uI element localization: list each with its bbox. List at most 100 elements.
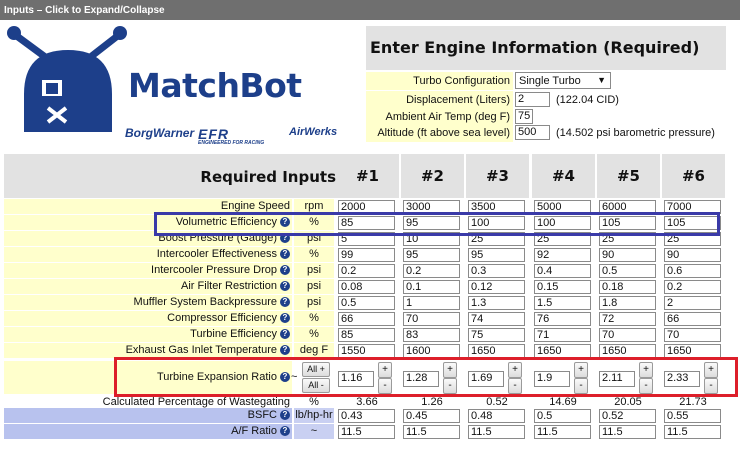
- volumetric-efficiency-input-3[interactable]: 100: [468, 216, 525, 230]
- help-icon[interactable]: ?: [280, 410, 290, 421]
- turbine-efficiency-input-3[interactable]: 75: [468, 328, 525, 342]
- turbine-efficiency-input-4[interactable]: 71: [534, 328, 591, 342]
- increment-button-4[interactable]: +: [574, 362, 588, 378]
- af-ratio-input-3[interactable]: 11.5: [468, 425, 525, 439]
- help-icon[interactable]: ?: [280, 281, 290, 292]
- bsfc-input-4[interactable]: 0.5: [534, 409, 591, 423]
- displacement-input[interactable]: 2: [515, 92, 550, 107]
- help-icon[interactable]: ?: [280, 233, 290, 244]
- altitude-input[interactable]: 500: [515, 125, 550, 140]
- exhaust-gas-inlet-temperature-input-5[interactable]: 1650: [599, 344, 656, 358]
- increment-button-3[interactable]: +: [508, 362, 522, 378]
- bsfc-input-3[interactable]: 0.48: [468, 409, 525, 423]
- exhaust-gas-inlet-temperature-input-4[interactable]: 1650: [534, 344, 591, 358]
- air-filter-restriction-input-6[interactable]: 0.2: [664, 280, 721, 294]
- bsfc-input-6[interactable]: 0.55: [664, 409, 721, 423]
- turbine-expansion-ratio-input-4[interactable]: 1.9: [534, 371, 570, 387]
- af-ratio-input-1[interactable]: 11.5: [338, 425, 395, 439]
- intercooler-effectiveness-input-1[interactable]: 99: [338, 248, 395, 262]
- help-icon[interactable]: ?: [280, 265, 290, 276]
- intercooler-effectiveness-input-3[interactable]: 95: [468, 248, 525, 262]
- air-filter-restriction-input-4[interactable]: 0.15: [534, 280, 591, 294]
- compressor-efficiency-input-5[interactable]: 72: [599, 312, 656, 326]
- compressor-efficiency-input-6[interactable]: 66: [664, 312, 721, 326]
- increment-button-5[interactable]: +: [639, 362, 653, 378]
- air-filter-restriction-input-1[interactable]: 0.08: [338, 280, 395, 294]
- increment-button-2[interactable]: +: [443, 362, 457, 378]
- help-icon[interactable]: ?: [280, 249, 290, 260]
- af-ratio-input-4[interactable]: 11.5: [534, 425, 591, 439]
- intercooler-pressure-drop-input-3[interactable]: 0.3: [468, 264, 525, 278]
- turbine-expansion-ratio-input-5[interactable]: 2.11: [599, 371, 635, 387]
- intercooler-pressure-drop-input-2[interactable]: 0.2: [403, 264, 460, 278]
- decrement-button-1[interactable]: -: [378, 378, 392, 394]
- all-plus-button[interactable]: All +: [302, 362, 330, 377]
- decrement-button-5[interactable]: -: [639, 378, 653, 394]
- intercooler-effectiveness-input-4[interactable]: 92: [534, 248, 591, 262]
- turbine-expansion-ratio-input-2[interactable]: 1.28: [403, 371, 439, 387]
- increment-button-1[interactable]: +: [378, 362, 392, 378]
- muffler-system-backpressure-input-6[interactable]: 2: [664, 296, 721, 310]
- turbine-efficiency-input-2[interactable]: 83: [403, 328, 460, 342]
- turbine-efficiency-input-5[interactable]: 70: [599, 328, 656, 342]
- air-filter-restriction-input-2[interactable]: 0.1: [403, 280, 460, 294]
- bsfc-input-5[interactable]: 0.52: [599, 409, 656, 423]
- engine-speed-input-2[interactable]: 3000: [403, 200, 460, 214]
- compressor-efficiency-input-4[interactable]: 76: [534, 312, 591, 326]
- af-ratio-input-6[interactable]: 11.5: [664, 425, 721, 439]
- help-icon[interactable]: ?: [280, 313, 290, 324]
- help-icon[interactable]: ?: [280, 426, 290, 437]
- compressor-efficiency-input-3[interactable]: 74: [468, 312, 525, 326]
- af-ratio-input-2[interactable]: 11.5: [403, 425, 460, 439]
- muffler-system-backpressure-input-3[interactable]: 1.3: [468, 296, 525, 310]
- turbine-efficiency-input-1[interactable]: 85: [338, 328, 395, 342]
- turbine-efficiency-input-6[interactable]: 70: [664, 328, 721, 342]
- turbine-expansion-ratio-input-1[interactable]: 1.16: [338, 371, 374, 387]
- muffler-system-backpressure-input-4[interactable]: 1.5: [534, 296, 591, 310]
- bsfc-input-2[interactable]: 0.45: [403, 409, 460, 423]
- increment-button-6[interactable]: +: [704, 362, 718, 378]
- exhaust-gas-inlet-temperature-input-3[interactable]: 1650: [468, 344, 525, 358]
- volumetric-efficiency-input-4[interactable]: 100: [534, 216, 591, 230]
- help-icon[interactable]: ?: [280, 345, 290, 356]
- help-icon[interactable]: ?: [280, 297, 290, 308]
- af-ratio-input-5[interactable]: 11.5: [599, 425, 656, 439]
- engine-speed-input-3[interactable]: 3500: [468, 200, 525, 214]
- intercooler-effectiveness-input-6[interactable]: 90: [664, 248, 721, 262]
- air-filter-restriction-input-3[interactable]: 0.12: [468, 280, 525, 294]
- decrement-button-4[interactable]: -: [574, 378, 588, 394]
- help-icon[interactable]: ?: [280, 329, 290, 340]
- all-minus-button[interactable]: All -: [302, 378, 330, 393]
- decrement-button-3[interactable]: -: [508, 378, 522, 394]
- compressor-efficiency-input-1[interactable]: 66: [338, 312, 395, 326]
- intercooler-pressure-drop-input-5[interactable]: 0.5: [599, 264, 656, 278]
- volumetric-efficiency-input-5[interactable]: 105: [599, 216, 656, 230]
- decrement-button-6[interactable]: -: [704, 378, 718, 394]
- turbo-config-select[interactable]: Single Turbo ▼: [515, 72, 611, 89]
- bsfc-input-1[interactable]: 0.43: [338, 409, 395, 423]
- engine-speed-input-6[interactable]: 7000: [664, 200, 721, 214]
- exhaust-gas-inlet-temperature-input-6[interactable]: 1650: [664, 344, 721, 358]
- ambient-temp-input[interactable]: 75: [515, 109, 533, 124]
- exhaust-gas-inlet-temperature-input-1[interactable]: 1550: [338, 344, 395, 358]
- exhaust-gas-inlet-temperature-input-2[interactable]: 1600: [403, 344, 460, 358]
- intercooler-pressure-drop-input-6[interactable]: 0.6: [664, 264, 721, 278]
- volumetric-efficiency-input-1[interactable]: 85: [338, 216, 395, 230]
- intercooler-effectiveness-input-5[interactable]: 90: [599, 248, 656, 262]
- intercooler-pressure-drop-input-4[interactable]: 0.4: [534, 264, 591, 278]
- inputs-collapse-toggle[interactable]: Inputs – Click to Expand/Collapse: [0, 0, 740, 20]
- muffler-system-backpressure-input-5[interactable]: 1.8: [599, 296, 656, 310]
- turbine-expansion-ratio-input-3[interactable]: 1.69: [468, 371, 504, 387]
- muffler-system-backpressure-input-1[interactable]: 0.5: [338, 296, 395, 310]
- air-filter-restriction-input-5[interactable]: 0.18: [599, 280, 656, 294]
- decrement-button-2[interactable]: -: [443, 378, 457, 394]
- intercooler-pressure-drop-input-1[interactable]: 0.2: [338, 264, 395, 278]
- volumetric-efficiency-input-6[interactable]: 105: [664, 216, 721, 230]
- volumetric-efficiency-input-2[interactable]: 95: [403, 216, 460, 230]
- intercooler-effectiveness-input-2[interactable]: 95: [403, 248, 460, 262]
- help-icon[interactable]: ?: [280, 217, 290, 228]
- muffler-system-backpressure-input-2[interactable]: 1: [403, 296, 460, 310]
- turbine-expansion-ratio-input-6[interactable]: 2.33: [664, 371, 700, 387]
- compressor-efficiency-input-2[interactable]: 70: [403, 312, 460, 326]
- help-icon[interactable]: ?: [280, 372, 290, 383]
